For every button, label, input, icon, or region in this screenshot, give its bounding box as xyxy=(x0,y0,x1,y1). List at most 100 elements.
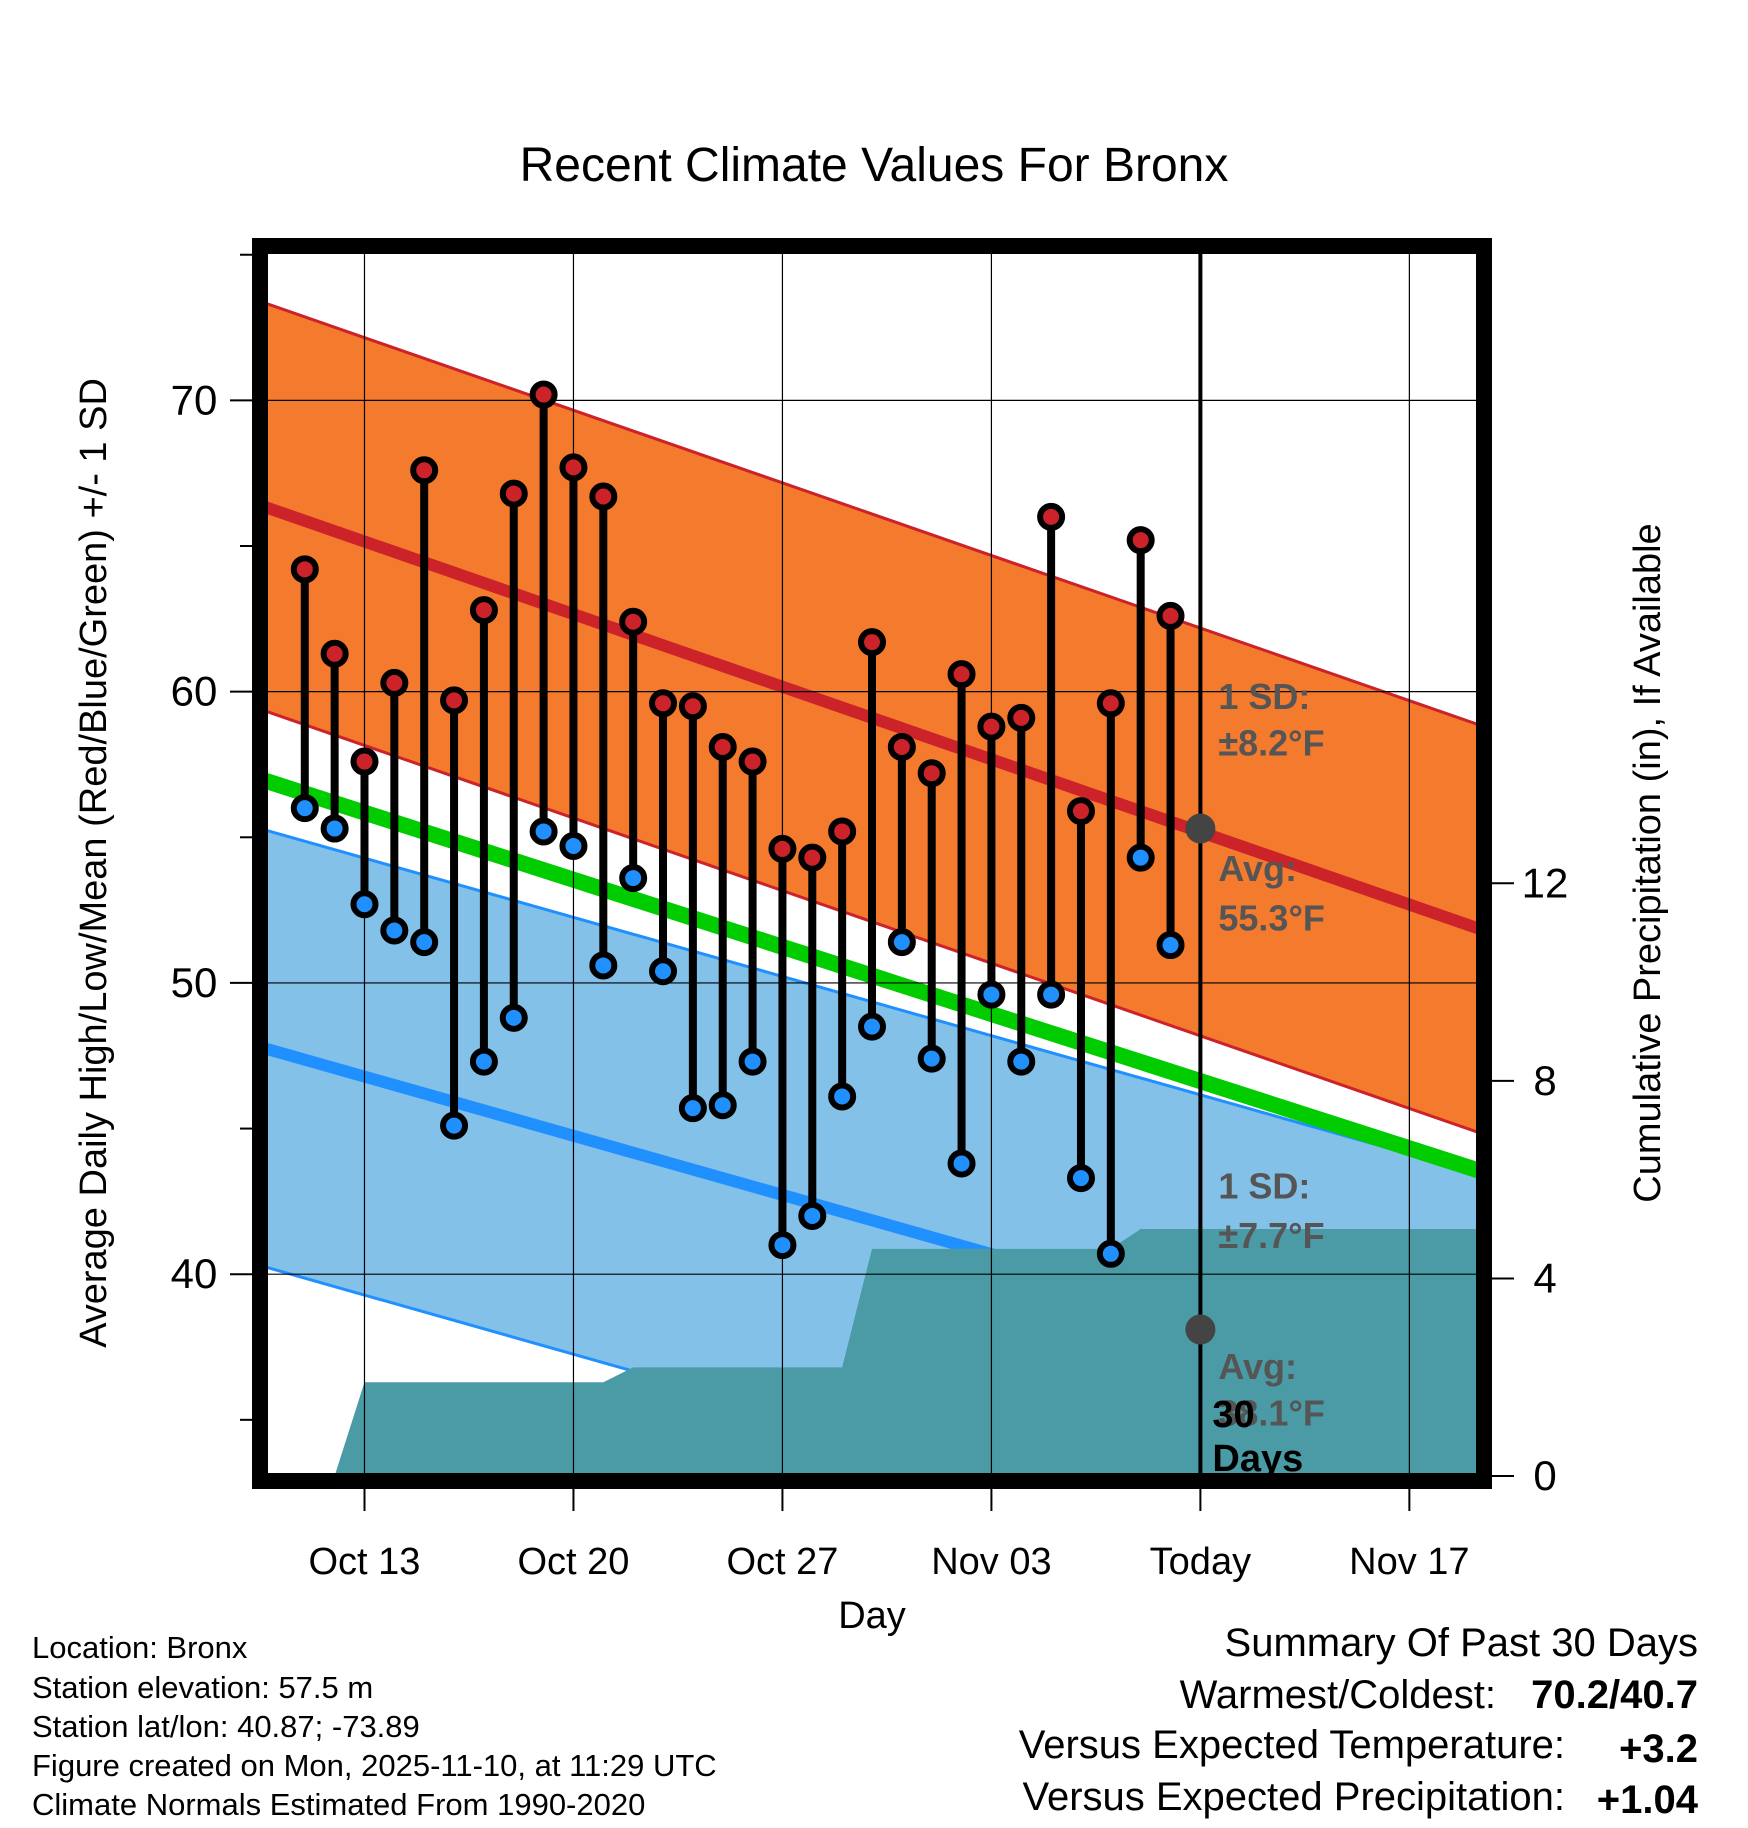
daily-low-point xyxy=(380,916,409,945)
y2-axis-label: Cumulative Precipitation (in), If Availa… xyxy=(1627,523,1669,1202)
meta-elevation: Station elevation: 57.5 m xyxy=(32,1670,373,1705)
annotation-high-avg-line1: Avg: xyxy=(1218,848,1297,889)
daily-high-point xyxy=(350,747,379,776)
daily-high-point xyxy=(828,817,857,846)
daily-high-point xyxy=(469,596,498,625)
x-tick-label: Oct 27 xyxy=(726,1541,838,1583)
daily-high-point xyxy=(708,732,737,761)
high-sd-upper-edge xyxy=(260,299,1484,729)
y2-tick-label: 8 xyxy=(1533,1057,1556,1104)
daily-low-point xyxy=(1066,1164,1095,1193)
daily-low-point xyxy=(1007,1047,1036,1076)
daily-high-point xyxy=(977,712,1006,741)
daily-low-point xyxy=(678,1094,707,1123)
plot-area: 1 SD: ±8.2°F Avg: 55.3°F 1 SD: ±7.7°F Avg: 38.1… xyxy=(260,246,1484,1481)
metadata-block: Location: Bronx Station elevation: 57.5 … xyxy=(32,1630,717,1822)
daily-low-point xyxy=(708,1091,737,1120)
daily-high-point xyxy=(619,607,648,636)
x-tick-label: Oct 20 xyxy=(517,1541,629,1583)
meta-location: Location: Bronx xyxy=(32,1630,248,1665)
daily-low-point xyxy=(649,957,678,986)
daily-high-point xyxy=(947,660,976,689)
y-tick-label: 70 xyxy=(171,376,218,423)
y-axis-label: Average Daily High/Low/Mean (Red/Blue/Gr… xyxy=(73,378,115,1348)
daily-low-point xyxy=(887,928,916,957)
daily-high-point xyxy=(440,686,469,715)
summary-temp-value: +3.2 xyxy=(1619,1727,1698,1771)
daily-high-point xyxy=(649,689,678,718)
y2-tick-label: 4 xyxy=(1533,1254,1556,1301)
x-tick-label: Today xyxy=(1150,1541,1251,1583)
meta-latlon: Station lat/lon: 40.87; -73.89 xyxy=(32,1709,420,1744)
annotation-low-avg-line2: 38.1°F xyxy=(1218,1393,1324,1434)
daily-low-point xyxy=(828,1082,857,1111)
daily-high-point xyxy=(499,479,528,508)
daily-high-point xyxy=(1126,526,1155,555)
daily-high-point xyxy=(320,639,349,668)
daily-high-point xyxy=(768,834,797,863)
x-tick-label: Nov 17 xyxy=(1349,1541,1469,1583)
daily-low-point xyxy=(440,1111,469,1140)
meta-created: Figure created on Mon, 2025-11-10, at 11… xyxy=(32,1748,717,1783)
precip-area xyxy=(295,1229,1484,1481)
chart-title: Recent Climate Values For Bronx xyxy=(520,139,1229,192)
y2-tick-label: 0 xyxy=(1533,1452,1556,1499)
daily-low-point xyxy=(917,1044,946,1073)
today-high-avg-marker xyxy=(1185,813,1216,844)
y-tick-label: 50 xyxy=(171,959,218,1006)
annotation-low-sd-line2: ±7.7°F xyxy=(1218,1215,1324,1256)
summary-warmest-value: 70.2/40.7 xyxy=(1531,1673,1698,1717)
x-tick-label: Nov 03 xyxy=(931,1541,1051,1583)
daily-high-point xyxy=(738,747,767,776)
y-tick-label: 60 xyxy=(171,668,218,715)
today-days-label-1: 30 xyxy=(1212,1394,1254,1436)
summary-precip-value: +1.04 xyxy=(1597,1778,1699,1822)
daily-high-point xyxy=(798,843,827,872)
daily-low-point xyxy=(858,1012,886,1041)
annotation-high-avg-line2: 55.3°F xyxy=(1218,897,1324,938)
summary-warmest-label: Warmest/Coldest: xyxy=(1180,1673,1496,1717)
daily-low-point xyxy=(320,814,349,843)
daily-high-point xyxy=(1037,502,1066,531)
daily-high-point xyxy=(529,380,558,409)
daily-low-point xyxy=(589,951,618,980)
meta-normals: Climate Normals Estimated From 1990-2020 xyxy=(32,1787,645,1822)
daily-high-point xyxy=(678,692,707,721)
daily-low-point xyxy=(977,980,1006,1009)
summary-temp-label: Versus Expected Temperature: xyxy=(1019,1723,1565,1767)
daily-high-point xyxy=(290,555,319,584)
today-low-avg-marker xyxy=(1185,1314,1216,1345)
annotation-high-sd-line1: 1 SD: xyxy=(1218,676,1310,717)
daily-low-point xyxy=(410,928,439,957)
daily-low-point xyxy=(1156,931,1185,960)
daily-low-point xyxy=(290,794,319,823)
daily-low-point xyxy=(738,1047,767,1076)
annotation-high-sd-line2: ±8.2°F xyxy=(1218,723,1324,764)
y-tick-label: 40 xyxy=(171,1250,218,1297)
daily-high-point xyxy=(1066,797,1095,826)
daily-low-point xyxy=(798,1201,827,1230)
daily-high-point xyxy=(1096,689,1125,718)
daily-low-point xyxy=(947,1149,976,1178)
x-tick-label: Oct 13 xyxy=(309,1541,421,1583)
daily-high-point xyxy=(858,628,886,657)
summary-precip-label: Versus Expected Precipitation: xyxy=(1022,1775,1565,1819)
daily-high-point xyxy=(589,482,618,511)
daily-high-point xyxy=(559,453,588,482)
daily-low-point xyxy=(1096,1239,1125,1268)
daily-high-point xyxy=(887,732,916,761)
annotation-low-avg-line1: Avg: xyxy=(1218,1346,1297,1387)
daily-high-point xyxy=(1007,703,1036,732)
daily-low-point xyxy=(559,832,588,861)
plot-frame xyxy=(252,238,1492,1489)
daily-low-point xyxy=(619,864,648,893)
daily-low-point xyxy=(529,817,558,846)
x-axis-label: Day xyxy=(838,1595,906,1637)
daily-high-point xyxy=(917,759,946,788)
daily-low-point xyxy=(768,1231,797,1260)
daily-low-point xyxy=(1037,980,1066,1009)
daily-low-point xyxy=(499,1003,528,1032)
y2-tick-label: 12 xyxy=(1522,859,1569,906)
summary-title: Summary Of Past 30 Days xyxy=(1225,1621,1698,1665)
